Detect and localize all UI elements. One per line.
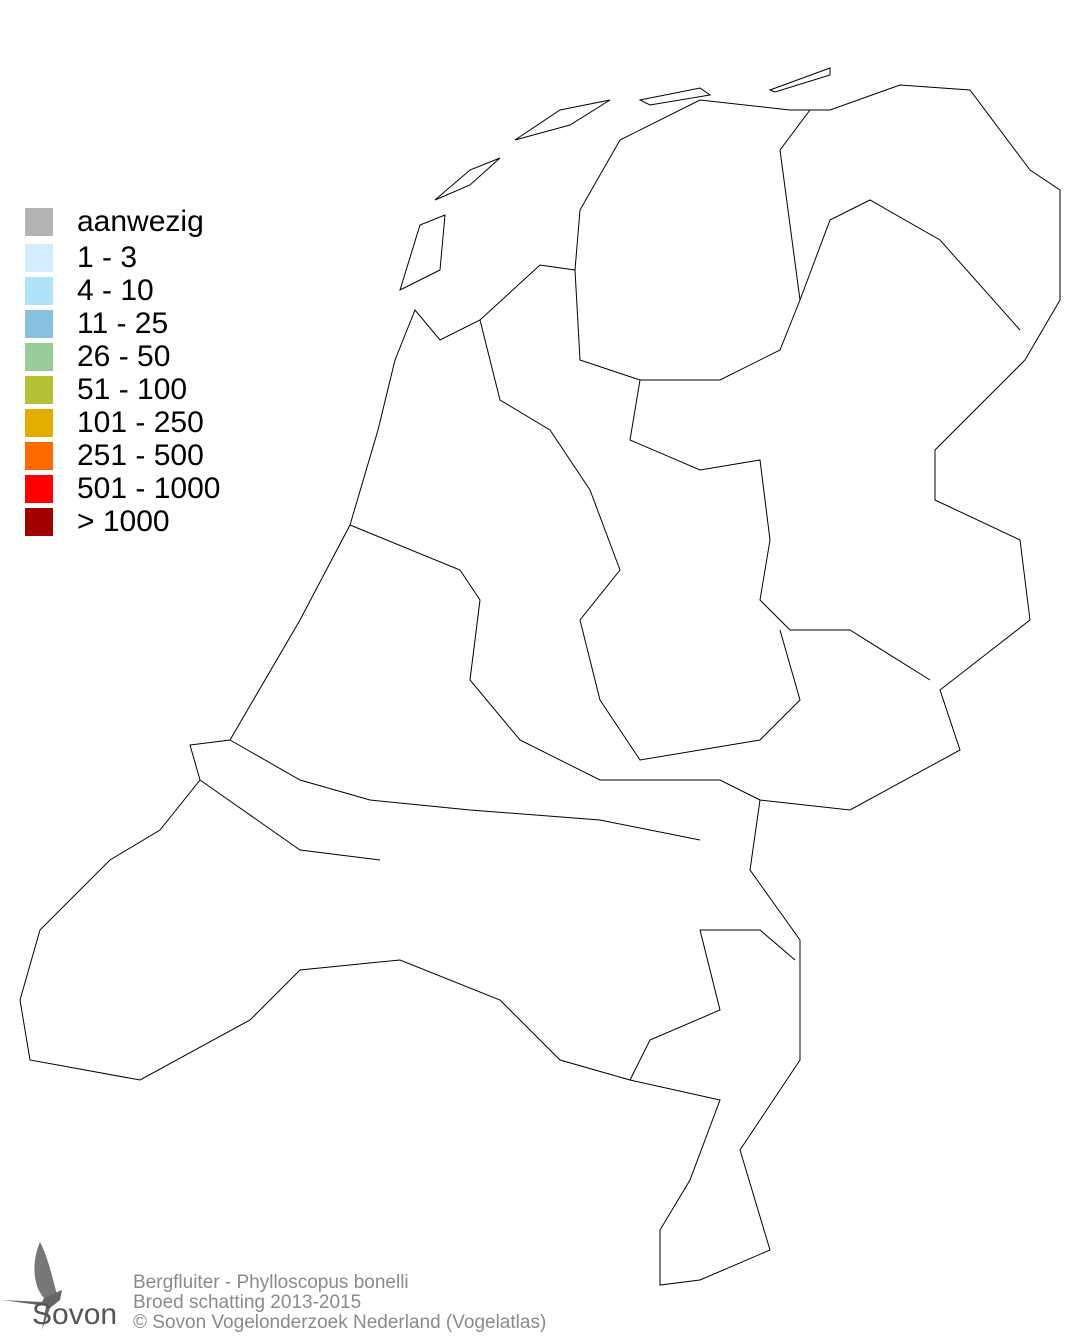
legend-swatch bbox=[25, 408, 53, 437]
map-legend: aanwezig 1 - 3 4 - 10 11 - 25 26 - 50 51… bbox=[25, 203, 220, 538]
legend-label: 26 - 50 bbox=[77, 339, 171, 373]
legend-item: 501 - 1000 bbox=[25, 472, 220, 505]
legend-item: 26 - 50 bbox=[25, 340, 220, 373]
map-caption: Bergfluiter - Phylloscopus bonelli Broed… bbox=[133, 1273, 546, 1333]
sovon-bird-logo-icon bbox=[2, 1242, 62, 1330]
legend-swatch bbox=[25, 243, 53, 272]
species-title: Bergfluiter - Phylloscopus bonelli bbox=[133, 1272, 409, 1293]
legend-swatch bbox=[25, 474, 53, 503]
legend-item: 51 - 100 bbox=[25, 373, 220, 406]
legend-item: 251 - 500 bbox=[25, 439, 220, 472]
legend-swatch bbox=[25, 375, 53, 404]
legend-label: 251 - 500 bbox=[77, 438, 204, 472]
province-borders bbox=[199, 109, 1021, 1081]
legend-item: > 1000 bbox=[25, 505, 220, 538]
copyright: © Sovon Vogelonderzoek Nederland (Vogela… bbox=[133, 1312, 547, 1333]
island-texel bbox=[399, 214, 446, 291]
legend-item: 101 - 250 bbox=[25, 406, 220, 439]
legend-swatch bbox=[25, 441, 53, 470]
legend-label: aanwezig bbox=[77, 205, 204, 238]
legend-label: 11 - 25 bbox=[77, 306, 169, 340]
sovon-logo-text: Sovon bbox=[32, 1298, 118, 1331]
legend-label: 4 - 10 bbox=[77, 273, 154, 307]
legend-item: aanwezig bbox=[25, 203, 220, 241]
island-terschelling bbox=[514, 99, 611, 141]
legend-item: 11 - 25 bbox=[25, 307, 220, 340]
legend-label: 501 - 1000 bbox=[77, 471, 221, 505]
island-schiermonnikoog bbox=[768, 67, 831, 93]
legend-item: 1 - 3 bbox=[25, 241, 220, 274]
estimate-period: Broed schatting 2013-2015 bbox=[133, 1292, 362, 1313]
island-ameland bbox=[638, 87, 712, 106]
legend-swatch bbox=[25, 208, 53, 236]
legend-item: 4 - 10 bbox=[25, 274, 220, 307]
country-outline bbox=[19, 84, 1061, 1286]
legend-label: 1 - 3 bbox=[77, 240, 138, 274]
legend-swatch bbox=[25, 276, 53, 305]
legend-label: 51 - 100 bbox=[77, 372, 188, 406]
legend-swatch bbox=[25, 342, 53, 371]
legend-label: 101 - 250 bbox=[77, 405, 204, 439]
legend-swatch bbox=[25, 507, 53, 536]
island-vlieland bbox=[434, 157, 501, 201]
legend-label: > 1000 bbox=[77, 504, 170, 538]
legend-swatch bbox=[25, 309, 53, 338]
